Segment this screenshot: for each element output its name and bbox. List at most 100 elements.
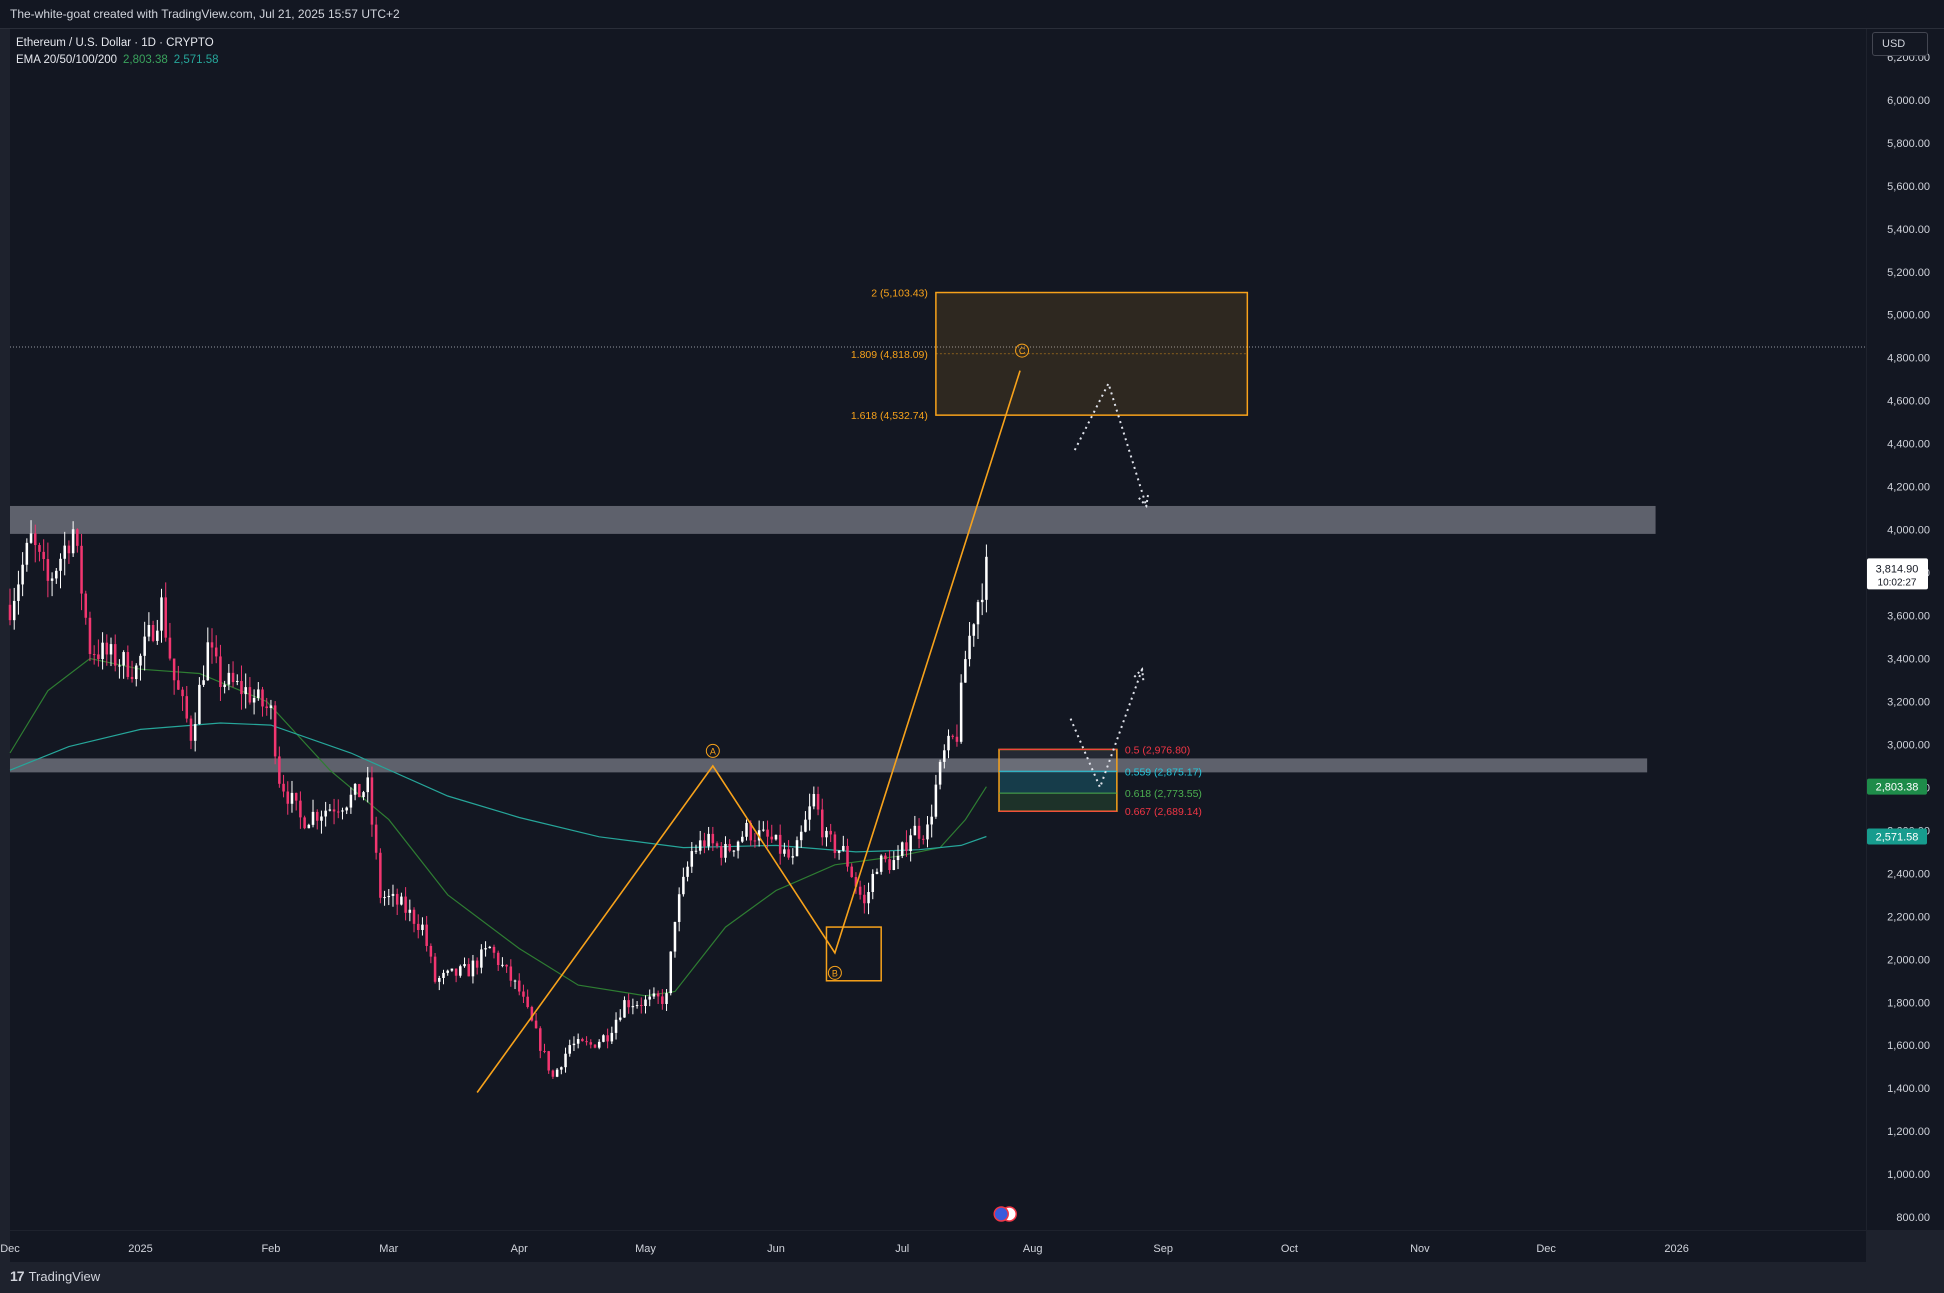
candle-body bbox=[972, 624, 976, 636]
candle-body bbox=[669, 951, 673, 994]
candle-body bbox=[33, 533, 37, 546]
currency-button[interactable]: USD bbox=[1872, 32, 1928, 56]
candle-body bbox=[46, 559, 50, 581]
candle-body bbox=[804, 819, 807, 832]
attribution-text: The-white-goat created with TradingView.… bbox=[10, 7, 400, 21]
y-tick-label: 5,800.00 bbox=[1887, 138, 1930, 150]
candle-body bbox=[543, 1050, 546, 1052]
price-chart[interactable]: 2 (5,103.43) 1.809 (4,818.09) 1.618 (4,532… bbox=[0, 29, 1944, 1262]
ema-price-tag bbox=[1867, 828, 1927, 845]
candle-body bbox=[454, 968, 458, 976]
candle-body bbox=[139, 655, 142, 666]
candle-body bbox=[715, 843, 719, 847]
candle-body bbox=[501, 964, 504, 966]
candle-body bbox=[416, 923, 420, 931]
elliott-wave-line bbox=[476, 370, 1021, 1093]
ema-price-tag bbox=[1867, 778, 1927, 795]
candle-body bbox=[930, 816, 933, 825]
candle-body bbox=[976, 602, 980, 625]
candle-body bbox=[395, 893, 399, 905]
candle-body bbox=[290, 792, 294, 804]
candle-body bbox=[12, 600, 16, 621]
fib-extension-label: 1.618 (4,532.74) bbox=[851, 410, 928, 422]
candle-body bbox=[151, 625, 155, 641]
candle-body bbox=[913, 825, 917, 836]
candle-body bbox=[345, 807, 348, 811]
candle-body bbox=[812, 793, 816, 807]
candle-body bbox=[656, 993, 660, 997]
candle-body bbox=[644, 999, 647, 1007]
candle-body bbox=[269, 705, 273, 709]
candle-body bbox=[980, 599, 984, 603]
candle-body bbox=[585, 1041, 588, 1043]
candle-body bbox=[900, 842, 904, 856]
candle-body bbox=[370, 777, 374, 825]
wave-label-a: A bbox=[710, 746, 716, 756]
wave-label-circle bbox=[827, 965, 842, 980]
candle-body bbox=[303, 817, 306, 829]
candle-body bbox=[934, 784, 938, 817]
candle-body bbox=[206, 642, 210, 681]
x-tick-label: Apr bbox=[511, 1243, 528, 1255]
candle-body bbox=[766, 829, 769, 837]
candle-body bbox=[198, 684, 201, 725]
candle-body bbox=[816, 793, 820, 810]
candle-body bbox=[231, 672, 235, 683]
symbol-title[interactable]: Ethereum / U.S. Dollar · 1D · CRYPTO bbox=[16, 37, 214, 49]
candle-body bbox=[400, 896, 403, 905]
x-tick-label: Dec bbox=[1536, 1243, 1556, 1255]
candle-body bbox=[951, 735, 954, 737]
candle-body bbox=[315, 811, 319, 821]
fib-extension-label: 2 (5,103.43) bbox=[871, 288, 928, 300]
candle-body bbox=[842, 845, 845, 851]
resistance-zone bbox=[10, 505, 1656, 534]
candle-body bbox=[589, 1042, 593, 1045]
x-tick-label: 2025 bbox=[128, 1243, 152, 1255]
candle-body bbox=[770, 836, 774, 840]
candle-body bbox=[724, 843, 727, 858]
candle-body bbox=[850, 866, 853, 878]
candle-body bbox=[572, 1043, 576, 1046]
candle-body bbox=[459, 966, 462, 976]
y-tick-label: 3,200.00 bbox=[1887, 696, 1930, 708]
wave-label-circle bbox=[1015, 343, 1030, 358]
fib-extension-label: 1.809 (4,818.09) bbox=[851, 349, 928, 361]
x-tick-label: Sep bbox=[1153, 1243, 1173, 1255]
candle-body bbox=[278, 756, 281, 784]
candle-body bbox=[732, 850, 736, 852]
candle-body bbox=[509, 966, 513, 981]
candle-body bbox=[450, 968, 454, 971]
candle-body bbox=[745, 822, 748, 837]
candle-body bbox=[324, 810, 327, 817]
candle-body bbox=[362, 792, 365, 798]
wave-label-c: C bbox=[1019, 346, 1026, 356]
candle-body bbox=[627, 1000, 630, 1008]
candle-body bbox=[791, 856, 795, 858]
candle-body bbox=[492, 946, 496, 953]
wave-label-b: B bbox=[832, 968, 838, 978]
candle-body bbox=[244, 687, 247, 695]
candle-body bbox=[257, 689, 260, 698]
candle-body bbox=[665, 993, 668, 1004]
candle-body bbox=[652, 993, 656, 997]
candle-body bbox=[88, 617, 92, 655]
candle-body bbox=[38, 545, 41, 552]
candle-body bbox=[526, 996, 529, 1007]
top-bar: The-white-goat created with TradingView.… bbox=[0, 0, 1944, 29]
candle-body bbox=[214, 647, 218, 657]
candle-body bbox=[728, 843, 731, 851]
retrace-level-label: 0.618 (2,773.55) bbox=[1125, 788, 1202, 800]
candle-body bbox=[71, 529, 75, 554]
candle-body bbox=[484, 948, 487, 950]
ema-indicator-label[interactable]: EMA 20/50/100/200 bbox=[16, 54, 118, 66]
candle-body bbox=[694, 850, 698, 852]
candle-body bbox=[118, 665, 121, 667]
candle-body bbox=[328, 809, 332, 811]
candle-body bbox=[8, 604, 12, 621]
candle-body bbox=[379, 852, 382, 898]
x-tick-label: Oct bbox=[1281, 1243, 1298, 1255]
candle-body bbox=[530, 1006, 534, 1021]
price-axis bbox=[1867, 29, 1944, 1230]
x-tick-label: Aug bbox=[1023, 1243, 1043, 1255]
candle-body bbox=[471, 960, 475, 977]
